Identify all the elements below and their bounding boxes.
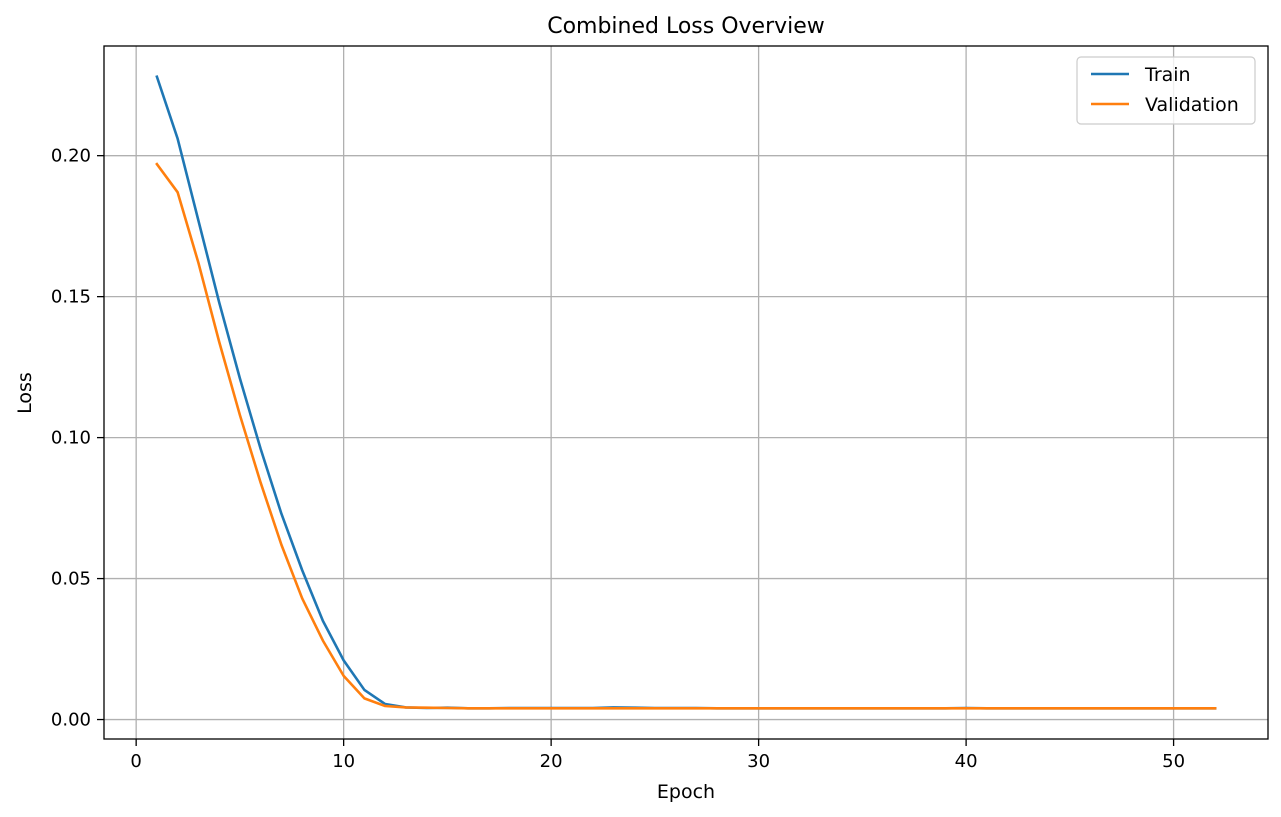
x-tick-label: 30 [747,751,770,772]
x-tick-label: 0 [130,751,141,772]
series-line-train [155,75,1217,710]
axis-ticks: 0 10 20 30 40 50 0.00 0.05 0.10 0.15 0.20 [51,146,1185,772]
x-tick-label: 10 [332,751,355,772]
y-axis-label: Loss [14,372,36,414]
x-axis-label: Epoch [657,781,715,803]
x-tick-label: 50 [1162,751,1185,772]
legend-label-validation: Validation [1145,94,1239,116]
y-tick-label: 0.05 [51,569,91,590]
series-line-validation [155,162,1217,710]
y-tick-label: 0.10 [51,428,91,449]
legend-label-train: Train [1144,64,1191,86]
series-lines [155,75,1217,710]
y-tick-label: 0.20 [51,146,91,167]
x-tick-label: 40 [955,751,978,772]
legend: Train Validation [1076,56,1256,125]
y-tick-label: 0.00 [51,710,91,731]
y-tick-label: 0.15 [51,287,91,308]
grid [104,46,1268,739]
x-tick-label: 20 [540,751,563,772]
chart-title: Combined Loss Overview [547,14,825,39]
plot-frame [103,45,1269,740]
